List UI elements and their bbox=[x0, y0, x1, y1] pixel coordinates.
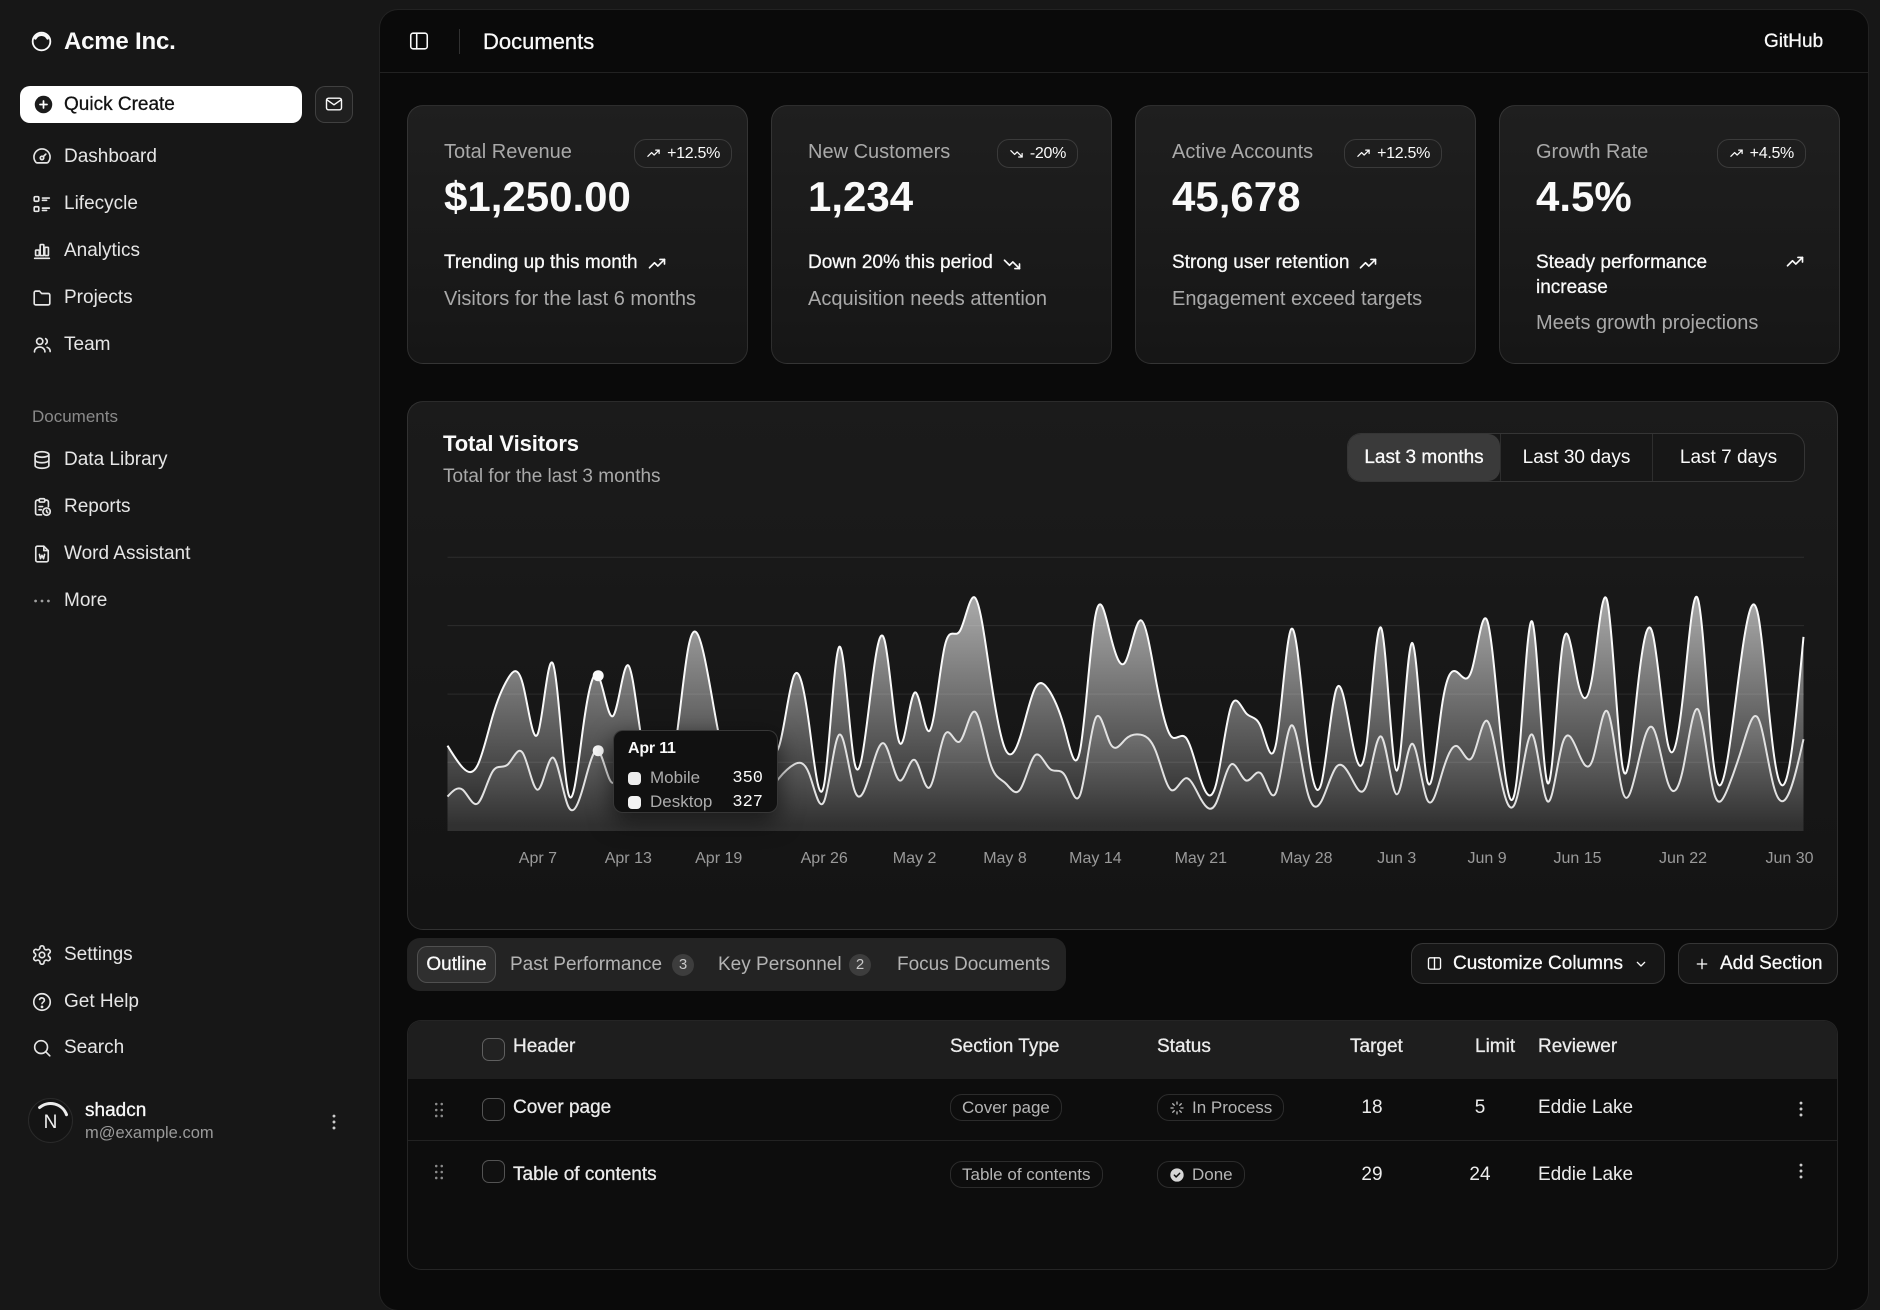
svg-text:Apr 7: Apr 7 bbox=[519, 850, 557, 867]
svg-text:Jun 3: Jun 3 bbox=[1377, 850, 1416, 867]
svg-text:Jun 15: Jun 15 bbox=[1553, 850, 1601, 867]
svg-text:Jun 30: Jun 30 bbox=[1765, 850, 1813, 867]
svg-text:May 8: May 8 bbox=[983, 850, 1027, 867]
svg-text:Apr 13: Apr 13 bbox=[605, 850, 652, 867]
svg-text:May 14: May 14 bbox=[1069, 850, 1122, 867]
svg-text:May 28: May 28 bbox=[1280, 850, 1333, 867]
svg-text:May 2: May 2 bbox=[893, 850, 937, 867]
svg-text:Apr 19: Apr 19 bbox=[695, 850, 742, 867]
svg-text:May 21: May 21 bbox=[1175, 850, 1228, 867]
svg-text:N: N bbox=[44, 1112, 58, 1133]
svg-text:Jun 9: Jun 9 bbox=[1468, 850, 1507, 867]
svg-text:Jun 22: Jun 22 bbox=[1659, 850, 1707, 867]
svg-text:Apr 26: Apr 26 bbox=[801, 850, 848, 867]
